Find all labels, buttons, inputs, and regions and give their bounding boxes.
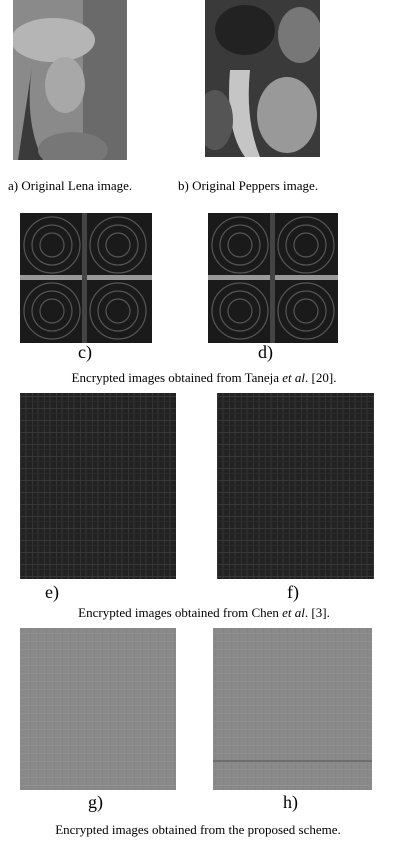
caption-text: Encrypted images obtained from Chen (78, 605, 282, 620)
panel-label: h) (283, 792, 298, 812)
caption-italic: et al (282, 605, 305, 620)
panel-caption: a) Original Lena image. (8, 178, 132, 194)
encrypted-image (217, 393, 374, 579)
caption-text: . [20]. (305, 370, 336, 385)
caption-italic: et al (282, 370, 305, 385)
row-caption: Encrypted images obtained from Chen et a… (0, 605, 408, 621)
caption-text: . [3]. (305, 605, 330, 620)
row-caption: Encrypted images obtained from Taneja et… (0, 370, 408, 386)
encrypted-image (20, 628, 176, 790)
peppers-image (205, 0, 320, 157)
panel-label: e) (45, 582, 59, 602)
encrypted-image (20, 213, 152, 343)
panel-label: c) (78, 342, 92, 362)
figure-page: a) Original Lena image. b) Original Pepp… (0, 0, 408, 843)
panel-label: d) (258, 342, 273, 362)
encrypted-image (208, 213, 338, 343)
row-caption: Encrypted images obtained from the propo… (0, 822, 402, 838)
encrypted-image (213, 628, 372, 790)
lena-image (13, 0, 127, 160)
caption-text: Encrypted images obtained from the propo… (55, 822, 341, 837)
panel-label: g) (88, 792, 103, 812)
panel-label: f) (287, 582, 299, 602)
encrypted-image (20, 393, 176, 579)
panel-caption: b) Original Peppers image. (178, 178, 318, 194)
caption-text: Encrypted images obtained from Taneja (72, 370, 283, 385)
